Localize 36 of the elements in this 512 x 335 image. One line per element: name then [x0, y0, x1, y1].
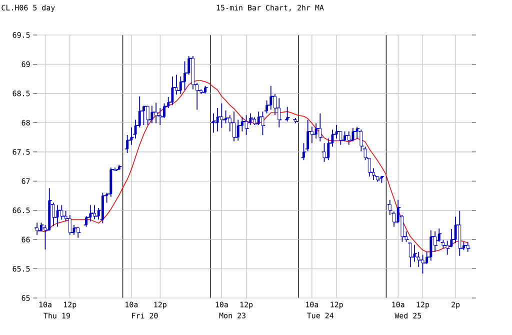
candlestick [149, 105, 155, 124]
candlestick [247, 112, 254, 126]
candlestick [436, 228, 442, 242]
candlestick [456, 210, 463, 256]
candlestick [408, 242, 414, 268]
candlestick [144, 105, 151, 126]
candlestick [198, 88, 204, 94]
candlestick [66, 214, 73, 236]
candlestick [157, 108, 164, 126]
candlestick [218, 102, 225, 128]
candlestick [100, 192, 106, 224]
candlestick [92, 204, 98, 220]
candlestick [116, 164, 122, 170]
candlestick [428, 230, 434, 262]
candlestick [243, 114, 250, 136]
candlestick [46, 188, 52, 231]
candlestick [292, 118, 298, 124]
candlestick [231, 111, 237, 142]
candlestick [235, 119, 242, 142]
candlestick [50, 202, 56, 227]
candlestick [276, 98, 282, 128]
candlestick [34, 222, 40, 236]
candlestick [260, 111, 266, 136]
candlestick [54, 204, 60, 228]
candlestick [350, 127, 356, 142]
candlestick [420, 254, 426, 274]
candlestick [214, 108, 220, 132]
candlestick [317, 112, 324, 142]
candlestick [75, 226, 81, 238]
candlestick [346, 130, 352, 146]
candlestick [342, 130, 348, 142]
candlestick [464, 241, 471, 252]
candlestick [321, 142, 328, 162]
candlestick [153, 102, 159, 124]
candlestick [170, 76, 176, 106]
candlestick [202, 85, 208, 94]
